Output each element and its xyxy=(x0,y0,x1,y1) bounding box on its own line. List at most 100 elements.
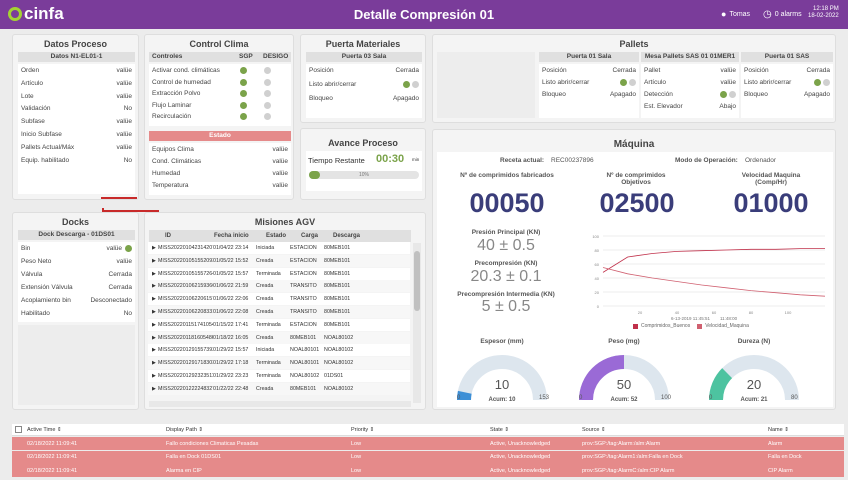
desigo-status-dot[interactable] xyxy=(264,113,271,120)
expand-arrow-icon[interactable]: ▶ xyxy=(152,309,156,315)
col-source-label: Source xyxy=(582,427,600,433)
kv-value: Cerrada xyxy=(395,67,419,74)
desigo-status-dot[interactable] xyxy=(264,78,271,86)
desigo-status-dot[interactable] xyxy=(264,101,271,109)
cinfa-logo[interactable]: cinfa xyxy=(8,4,64,24)
sgp-status-dot[interactable] xyxy=(240,67,247,74)
fabricados-value: 00050 xyxy=(469,188,545,218)
col-id[interactable]: ID xyxy=(165,233,171,239)
mission-row[interactable]: ▶MISS2022010423142078901/04/22 23:14 Inic… xyxy=(148,242,410,254)
col-name[interactable]: Name ⇕ xyxy=(768,427,789,433)
col-source[interactable]: Source ⇕ xyxy=(582,427,606,433)
mission-cell: TRÁNSITO xyxy=(290,283,317,290)
puerta-03-sala-header: Puerta 03 Sala xyxy=(306,52,422,62)
kv-label: Extensión Válvula xyxy=(21,284,73,291)
mission-cell: 01/05/22 15:52 xyxy=(213,257,249,264)
sgp-status-dot[interactable] xyxy=(240,113,247,120)
toggle-indicators[interactable] xyxy=(720,91,736,100)
mission-cell: MISS20220105155726415 xyxy=(158,270,213,277)
mission-cell: MISS20220129232351134 xyxy=(158,373,213,379)
mission-row[interactable]: ▶MISS2022012915573922801/29/22 15:57 Inic… xyxy=(148,344,410,357)
expand-arrow-icon[interactable]: ▶ xyxy=(152,257,156,264)
toggle-indicators[interactable] xyxy=(403,81,419,90)
kv-value: valüe xyxy=(720,67,736,74)
col-active-time[interactable]: Active Time ⇕ xyxy=(27,427,62,433)
expand-arrow-icon[interactable]: ▶ xyxy=(152,296,156,303)
expand-arrow-icon[interactable]: ▶ xyxy=(152,270,156,277)
mission-cell: ESTACIÓN xyxy=(290,270,317,277)
col-estado[interactable]: Estado xyxy=(266,233,287,239)
expand-arrow-icon[interactable]: ▶ xyxy=(152,360,156,367)
mission-cell: NOAL80102 xyxy=(324,385,354,392)
mission-row[interactable]: ▶MISS2022012222483273301/22/22 22:48 Crea… xyxy=(148,382,410,395)
mission-row[interactable]: ▶MISS2022011816054860201/18/22 16:05 Crea… xyxy=(148,331,410,344)
col-descarga[interactable]: Descarga xyxy=(333,233,361,239)
sgp-status-dot[interactable] xyxy=(240,90,247,97)
alarm-row[interactable]: 02/18/2022 11:09:41 Falla en Dock 01DS01 L… xyxy=(12,450,844,464)
mission-row[interactable]: ▶MISS2022010622061572701/06/22 22:06 Crea… xyxy=(148,293,410,306)
select-all-checkbox[interactable] xyxy=(15,426,22,433)
mission-row[interactable]: ▶MISS2022012917183032801/29/22 17:18 Term… xyxy=(148,357,410,370)
kv-label: Bin xyxy=(21,245,31,252)
user-menu[interactable]: ● Tomas xyxy=(721,9,750,19)
mission-row[interactable]: ▶MISS2022010515520937901/05/22 15:52 Crea… xyxy=(148,254,410,267)
chart-ytick: 60 xyxy=(595,262,600,267)
col-carga[interactable]: Carga xyxy=(301,233,319,239)
misiones-scrollbar[interactable] xyxy=(413,243,421,403)
alarm-cell: 02/18/2022 11:09:41 xyxy=(27,454,78,460)
kv-value: valüe xyxy=(116,92,132,100)
expand-arrow-icon[interactable]: ▶ xyxy=(152,347,156,354)
alarms-indicator[interactable]: ◷ 0 alarms xyxy=(763,9,802,20)
expand-arrow-icon[interactable]: ▶ xyxy=(152,373,156,379)
kv-label: Temperatura xyxy=(152,182,189,189)
kv-label: Acoplamiento bin xyxy=(21,297,71,304)
precompresion-value: 20.3 ± 0.1 xyxy=(470,268,542,285)
col-display-path[interactable]: Display Path ⇕ xyxy=(166,427,204,433)
misiones-hscrollbar[interactable] xyxy=(149,401,411,407)
expand-arrow-icon[interactable]: ▶ xyxy=(152,321,156,328)
bin-status-dot xyxy=(125,245,132,252)
toggle-indicators[interactable] xyxy=(814,79,830,88)
mission-row[interactable]: ▶MISS2022010515572641501/05/22 15:57 Term… xyxy=(148,267,410,280)
expand-arrow-icon[interactable]: ▶ xyxy=(152,245,156,251)
user-name: Tomas xyxy=(729,10,751,18)
mission-row[interactable]: ▶MISS2022010622083319901/06/22 22:08 Crea… xyxy=(148,306,410,318)
expand-arrow-icon[interactable]: ▶ xyxy=(152,334,156,341)
expand-arrow-icon[interactable]: ▶ xyxy=(152,385,156,392)
mission-cell: MISS20220106215936674 xyxy=(158,283,213,290)
kv-value: Apagado xyxy=(609,91,636,98)
mission-row[interactable]: ▶MISS2022010621593667401/06/22 21:59 Crea… xyxy=(148,280,410,293)
alarm-cell: prov:SGP:/tag:Alarm:/alm:Alarm xyxy=(582,440,661,447)
kv-value: valüe xyxy=(116,258,132,265)
alarm-cell: Active, Unacknowledged xyxy=(490,467,551,474)
mission-row[interactable]: ▶MISS2022012923235113401/29/22 23:23 Term… xyxy=(148,370,410,382)
col-fecha[interactable]: Fecha inicio xyxy=(214,233,249,239)
mission-cell: 01/18/22 16:05 xyxy=(213,334,249,341)
kv-label: Posición xyxy=(744,67,769,74)
sgp-status-dot[interactable] xyxy=(240,78,247,86)
clima-control-row: Recirculación xyxy=(152,113,288,120)
mission-cell: Creada xyxy=(256,334,274,341)
col-priority[interactable]: Priority ⇕ xyxy=(351,427,375,433)
desigo-status-dot[interactable] xyxy=(264,67,271,74)
kv-row: Subfase valüe xyxy=(21,118,132,125)
col-state[interactable]: State ⇕ xyxy=(490,427,509,433)
toggle-indicators[interactable] xyxy=(620,79,636,88)
desigo-status-dot[interactable] xyxy=(264,90,271,97)
kv-value: Abajo xyxy=(719,103,736,110)
expand-arrow-icon[interactable]: ▶ xyxy=(152,283,156,290)
alarm-row[interactable]: 02/18/2022 11:09:41 Fallo condiciones Cli… xyxy=(12,437,844,450)
gauge-min: 0 xyxy=(457,395,461,401)
kv-value: valüe xyxy=(272,158,288,165)
clock-date: 18-02-2022 xyxy=(808,13,839,19)
gauge-label: Espesor (mm) xyxy=(480,338,524,345)
kv-value: valüe xyxy=(116,118,132,126)
mission-row[interactable]: ▶MISS2022011517410544201/15/22 17:41 Term… xyxy=(148,318,410,331)
misiones-scrollbar-thumb[interactable] xyxy=(414,251,420,311)
alarm-row[interactable]: 02/18/2022 11:09:41 Alarma en CIP Low Activ… xyxy=(12,464,844,477)
puerta-01-sas-header: Puerta 01 SAS xyxy=(741,52,833,62)
progress-percent: 10% xyxy=(358,172,369,178)
progress-bar: 10% xyxy=(309,171,419,179)
sgp-status-dot[interactable] xyxy=(240,101,247,109)
gauge-acum: Acum: 52 xyxy=(610,397,638,403)
